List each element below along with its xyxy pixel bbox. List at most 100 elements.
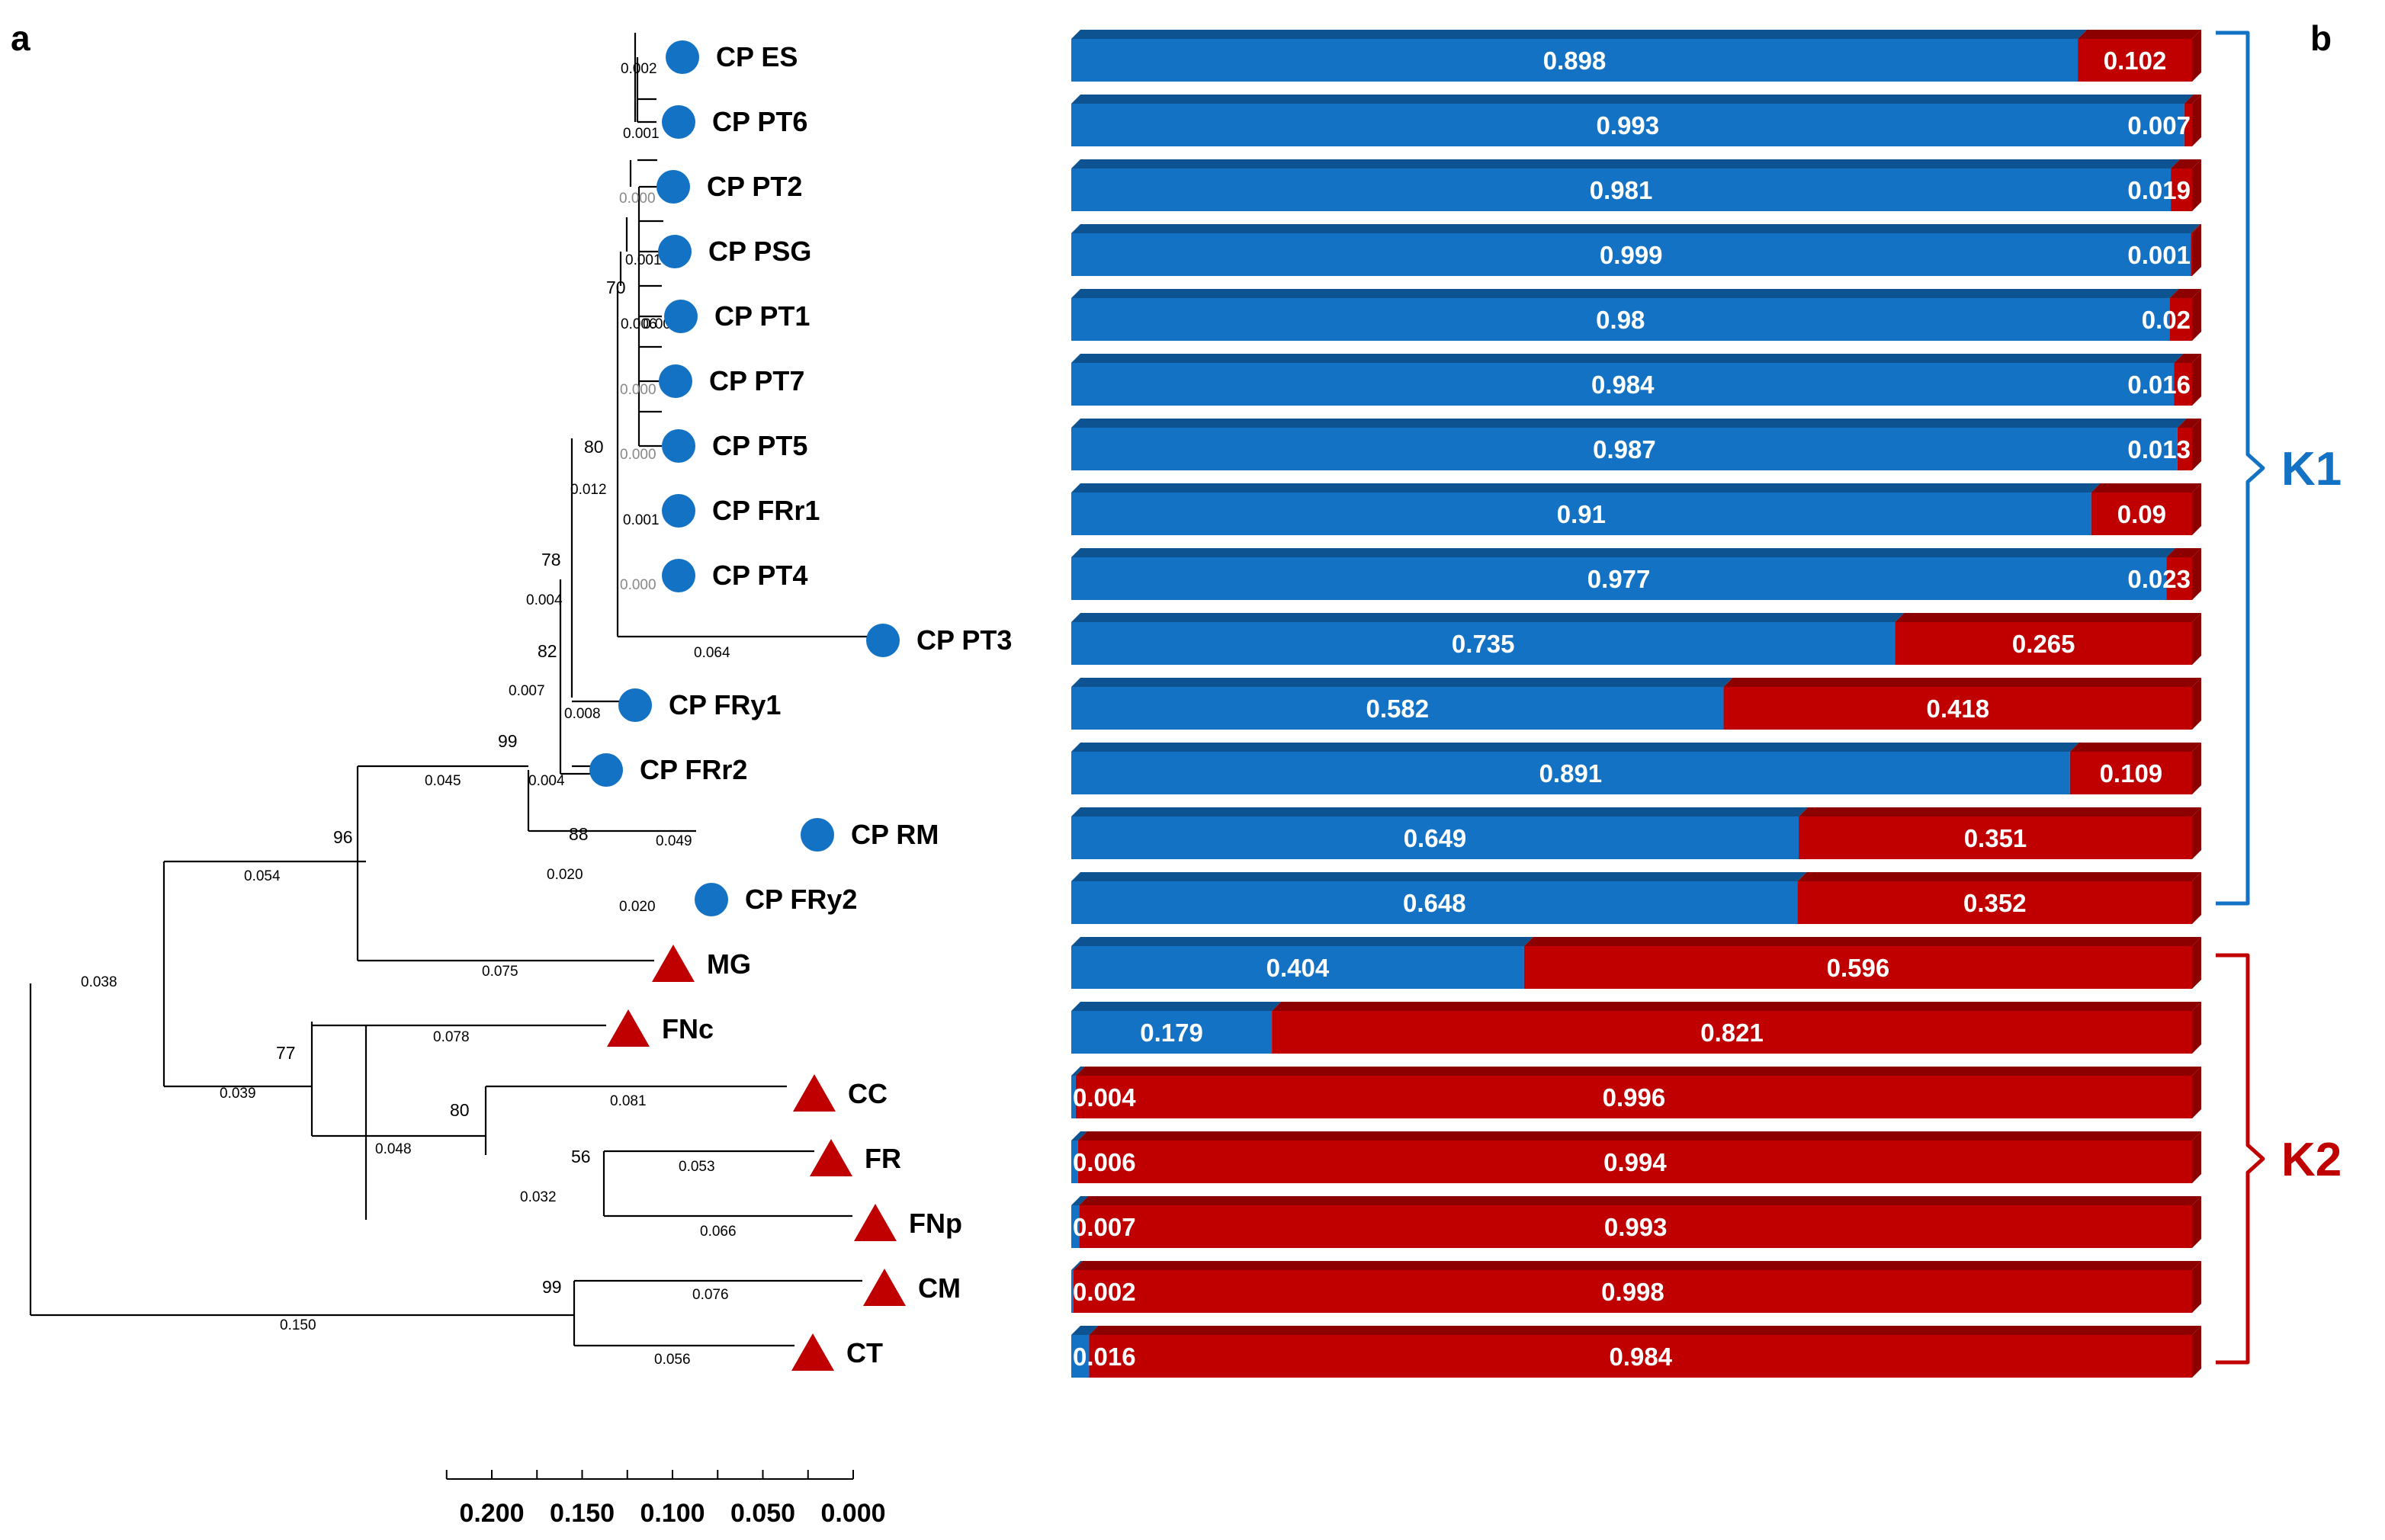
bar-k2: [2091, 492, 2192, 535]
bar-k1-top: [1071, 872, 1807, 881]
bar-side: [2192, 1196, 2201, 1248]
bar-k1-value-label: 0.993: [1597, 111, 1660, 140]
bar-k1: [1071, 428, 2178, 470]
bar-k2-value-label: 0.351: [1964, 824, 2027, 852]
bar-k1-value-label: 0.999: [1600, 241, 1663, 269]
bar-k2-top: [2177, 419, 2201, 428]
branch-length-label: 0.066: [700, 1224, 737, 1240]
bar-k2-top: [2191, 224, 2201, 233]
bar-k1: [1071, 104, 2184, 146]
bar-k2: [1079, 1205, 2192, 1248]
bar-k1: [1071, 492, 2091, 535]
tip-label: CP FRr1: [712, 495, 820, 526]
axis-tick-label: 0.000: [820, 1499, 885, 1528]
bar-k1-top: [1071, 807, 1809, 817]
tip-label: CP FRy2: [745, 884, 857, 915]
bar-k1: [1071, 1011, 1273, 1054]
bar-k1-top: [1071, 613, 1905, 622]
bar-k1-value-label: 0.404: [1266, 954, 1330, 982]
bar-k2: [1077, 1141, 2192, 1183]
bar-side: [2192, 30, 2201, 82]
bar-k2-value-label: 0.821: [1700, 1019, 1764, 1047]
bar-side: [2192, 419, 2201, 470]
bootstrap-value: 78: [541, 550, 561, 569]
bar-k1-value-label: 0.016: [1073, 1343, 1136, 1371]
bar-k2: [1799, 817, 2192, 859]
bar-k2-value-label: 0.993: [1604, 1213, 1668, 1241]
bar-row: 0.993 0.007: [1071, 95, 2201, 146]
bar-side: [2192, 354, 2201, 406]
bar-k2-top: [1073, 1261, 2201, 1270]
bar-side: [2192, 807, 2201, 859]
bar-k1: [1071, 1270, 1074, 1313]
bar-k1-top: [1071, 289, 2179, 298]
bar-k2: [1895, 622, 2192, 665]
bar-k1-top: [1071, 1196, 1089, 1205]
bar-k2: [2174, 363, 2192, 406]
circle-marker: [662, 105, 695, 139]
bar-row: 0.002 0.998: [1071, 1261, 2201, 1313]
bar-k2-top: [2174, 354, 2201, 363]
branch-length-label: 0.001: [623, 512, 660, 528]
bar-k2-value-label: 0.109: [2100, 759, 2163, 788]
bootstrap-value: 99: [498, 731, 518, 751]
bar-side: [2192, 483, 2201, 535]
bar-k2-top: [2069, 743, 2201, 752]
circle-marker: [662, 429, 695, 463]
bar-row: 0.891 0.109: [1071, 743, 2201, 794]
triangle-marker: [607, 1009, 650, 1047]
bar-k2: [1723, 687, 2192, 730]
bar-k1-top: [1071, 224, 2200, 233]
bar-k1-top: [1071, 937, 1533, 946]
branch-length-label: 0.075: [482, 964, 518, 980]
bar-k1-top: [1071, 1067, 1085, 1076]
bar-k2-value-label: 0.352: [1963, 889, 2027, 917]
tip-label: CC: [848, 1078, 888, 1109]
bootstrap-value: 82: [538, 641, 557, 661]
branch-length-label: 0.006: [621, 316, 657, 332]
bar-k1: [1071, 881, 1798, 924]
branch-length-label: 0.081: [610, 1093, 647, 1109]
bar-k1: [1071, 752, 2070, 794]
admixture-bar-chart: 0.898 0.102 0.993 0.007 0.981 0.019 0.999 0.001…: [1071, 30, 2201, 1378]
tip-label: CP FRr2: [640, 754, 747, 785]
tip-label: CP ES: [716, 41, 798, 72]
circle-marker: [662, 559, 695, 592]
bar-k1-value-label: 0.98: [1596, 306, 1645, 334]
bar-k2-value-label: 0.596: [1827, 954, 1890, 982]
bar-k1: [1071, 946, 1524, 989]
circle-marker: [618, 688, 652, 722]
bar-k2: [1523, 946, 2192, 989]
branch-length-label: 0.150: [280, 1317, 316, 1333]
bar-k2-value-label: 0.023: [2127, 565, 2191, 593]
bar-row: 0.582 0.418: [1071, 678, 2201, 730]
bar-k2: [2184, 104, 2192, 146]
bar-k1: [1071, 233, 2191, 276]
bar-k2-top: [1075, 1067, 2201, 1076]
bar-row: 0.999 0.001: [1071, 224, 2201, 276]
bar-k2-top: [1089, 1326, 2201, 1335]
bar-row: 0.984 0.016: [1071, 354, 2201, 406]
bar-k1-value-label: 0.91: [1557, 500, 1606, 528]
bootstrap-value: 70: [606, 278, 626, 297]
circle-marker: [801, 818, 834, 852]
bootstrap-value: 99: [542, 1277, 562, 1297]
bar-k2-top: [1895, 613, 2201, 622]
bar-k1: [1071, 1335, 1090, 1378]
bar-k1-value-label: 0.898: [1543, 47, 1607, 75]
bar-k2: [2166, 557, 2192, 600]
bar-row: 0.981 0.019: [1071, 159, 2201, 211]
bar-k2-top: [1797, 872, 2201, 881]
bar-k2-top: [1272, 1002, 2201, 1011]
bar-side: [2192, 1067, 2201, 1118]
branch-length-label: 0.032: [520, 1189, 557, 1205]
axis-tick-label: 0.150: [550, 1499, 615, 1528]
bar-k1-top: [1071, 1002, 1282, 1011]
cluster-k1-bracket: [2216, 30, 2265, 906]
branch-length-label: 0.000: [620, 577, 656, 593]
bar-k1-top: [1071, 95, 2194, 104]
branch-length-label: 0.002: [621, 61, 657, 77]
bootstrap-value: 80: [584, 437, 604, 457]
triangle-marker: [652, 945, 695, 982]
